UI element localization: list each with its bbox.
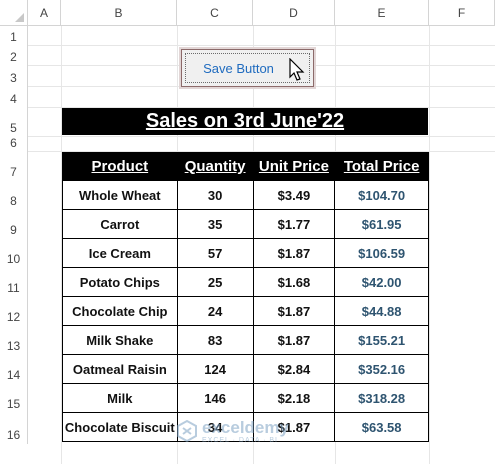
quantity-cell[interactable]: 24 xyxy=(176,296,254,326)
unit-price-cell[interactable]: $1.87 xyxy=(252,412,336,442)
sales-table: Product Quantity Unit Price Total Price … xyxy=(62,152,429,442)
total-price-cell[interactable]: $42.00 xyxy=(334,267,429,297)
quantity-cell[interactable]: 124 xyxy=(176,354,254,384)
row-header-15[interactable]: 15 xyxy=(0,384,28,413)
header-product[interactable]: Product xyxy=(62,152,178,181)
row-header-3[interactable]: 3 xyxy=(0,66,28,87)
header-quantity[interactable]: Quantity xyxy=(176,152,254,181)
product-cell[interactable]: Chocolate Biscuit xyxy=(62,412,178,442)
header-unit-price[interactable]: Unit Price xyxy=(252,152,336,181)
row-header-9[interactable]: 9 xyxy=(0,210,28,239)
row-header-7[interactable]: 7 xyxy=(0,152,28,181)
row-header-16[interactable]: 16 xyxy=(0,413,28,444)
product-cell[interactable]: Carrot xyxy=(62,209,178,239)
gridline xyxy=(429,26,430,464)
column-header-c[interactable]: C xyxy=(177,0,253,26)
total-price-cell[interactable]: $106.59 xyxy=(334,238,429,268)
quantity-cell[interactable]: 25 xyxy=(176,267,254,297)
unit-price-cell[interactable]: $1.87 xyxy=(252,325,336,355)
select-all-corner[interactable] xyxy=(0,0,28,26)
unit-price-cell[interactable]: $1.87 xyxy=(252,238,336,268)
row-header-12[interactable]: 12 xyxy=(0,297,28,326)
product-cell[interactable]: Whole Wheat xyxy=(62,180,178,210)
quantity-cell[interactable]: 34 xyxy=(176,412,254,442)
column-header-a[interactable]: A xyxy=(28,0,61,26)
row-header-10[interactable]: 10 xyxy=(0,239,28,268)
unit-price-cell[interactable]: $1.77 xyxy=(252,209,336,239)
row-header-2[interactable]: 2 xyxy=(0,46,28,66)
table-row: Chocolate Chip 24 $1.87 $44.88 xyxy=(62,296,429,326)
row-header-6[interactable]: 6 xyxy=(0,136,28,152)
save-button-label: Save Button xyxy=(203,60,274,76)
product-cell[interactable]: Potato Chips xyxy=(62,267,178,297)
total-price-cell[interactable]: $352.16 xyxy=(334,354,429,384)
total-price-cell[interactable]: $44.88 xyxy=(334,296,429,326)
total-price-cell[interactable]: $155.21 xyxy=(334,325,429,355)
row-header-4[interactable]: 4 xyxy=(0,87,28,108)
quantity-cell[interactable]: 35 xyxy=(176,209,254,239)
table-row: Carrot 35 $1.77 $61.95 xyxy=(62,209,429,239)
column-header-d[interactable]: D xyxy=(253,0,335,26)
gridline xyxy=(28,45,495,46)
row-header-13[interactable]: 13 xyxy=(0,326,28,355)
table-row: Ice Cream 57 $1.87 $106.59 xyxy=(62,238,429,268)
row-header-1[interactable]: 1 xyxy=(0,26,28,46)
total-price-cell[interactable]: $61.95 xyxy=(334,209,429,239)
column-header-e[interactable]: E xyxy=(335,0,429,26)
unit-price-cell[interactable]: $2.18 xyxy=(252,383,336,413)
unit-price-cell[interactable]: $1.87 xyxy=(252,296,336,326)
table-row: Potato Chips 25 $1.68 $42.00 xyxy=(62,267,429,297)
table-row: Milk Shake 83 $1.87 $155.21 xyxy=(62,325,429,355)
focus-outline xyxy=(185,53,310,83)
gridline xyxy=(28,151,495,152)
product-cell[interactable]: Milk Shake xyxy=(62,325,178,355)
mouse-pointer-icon xyxy=(289,58,305,81)
unit-price-cell[interactable]: $2.84 xyxy=(252,354,336,384)
product-cell[interactable]: Milk xyxy=(62,383,178,413)
row-header-11[interactable]: 11 xyxy=(0,268,28,297)
table-row: Chocolate Biscuit 34 $1.87 $63.58 xyxy=(62,412,429,442)
quantity-cell[interactable]: 30 xyxy=(176,180,254,210)
sales-title-banner: Sales on 3rd June'22 xyxy=(62,108,428,135)
table-row: Whole Wheat 30 $3.49 $104.70 xyxy=(62,180,429,210)
quantity-cell[interactable]: 57 xyxy=(176,238,254,268)
gridline xyxy=(61,26,62,464)
unit-price-cell[interactable]: $1.68 xyxy=(252,267,336,297)
table-header-row: Product Quantity Unit Price Total Price xyxy=(62,152,429,181)
select-all-triangle-icon xyxy=(15,13,24,22)
row-header-5[interactable]: 5 xyxy=(0,108,28,137)
unit-price-cell[interactable]: $3.49 xyxy=(252,180,336,210)
total-price-cell[interactable]: $63.58 xyxy=(334,412,429,442)
gridline xyxy=(28,136,495,137)
product-cell[interactable]: Ice Cream xyxy=(62,238,178,268)
table-row: Oatmeal Raisin 124 $2.84 $352.16 xyxy=(62,354,429,384)
gridline xyxy=(28,107,495,108)
total-price-cell[interactable]: $104.70 xyxy=(334,180,429,210)
total-price-cell[interactable]: $318.28 xyxy=(334,383,429,413)
quantity-cell[interactable]: 83 xyxy=(176,325,254,355)
row-header-14[interactable]: 14 xyxy=(0,355,28,384)
product-cell[interactable]: Oatmeal Raisin xyxy=(62,354,178,384)
product-cell[interactable]: Chocolate Chip xyxy=(62,296,178,326)
quantity-cell[interactable]: 146 xyxy=(176,383,254,413)
table-row: Milk 146 $2.18 $318.28 xyxy=(62,383,429,413)
header-total-price[interactable]: Total Price xyxy=(334,152,429,181)
row-header-8[interactable]: 8 xyxy=(0,181,28,210)
column-header-f[interactable]: F xyxy=(429,0,495,26)
column-header-b[interactable]: B xyxy=(61,0,177,26)
